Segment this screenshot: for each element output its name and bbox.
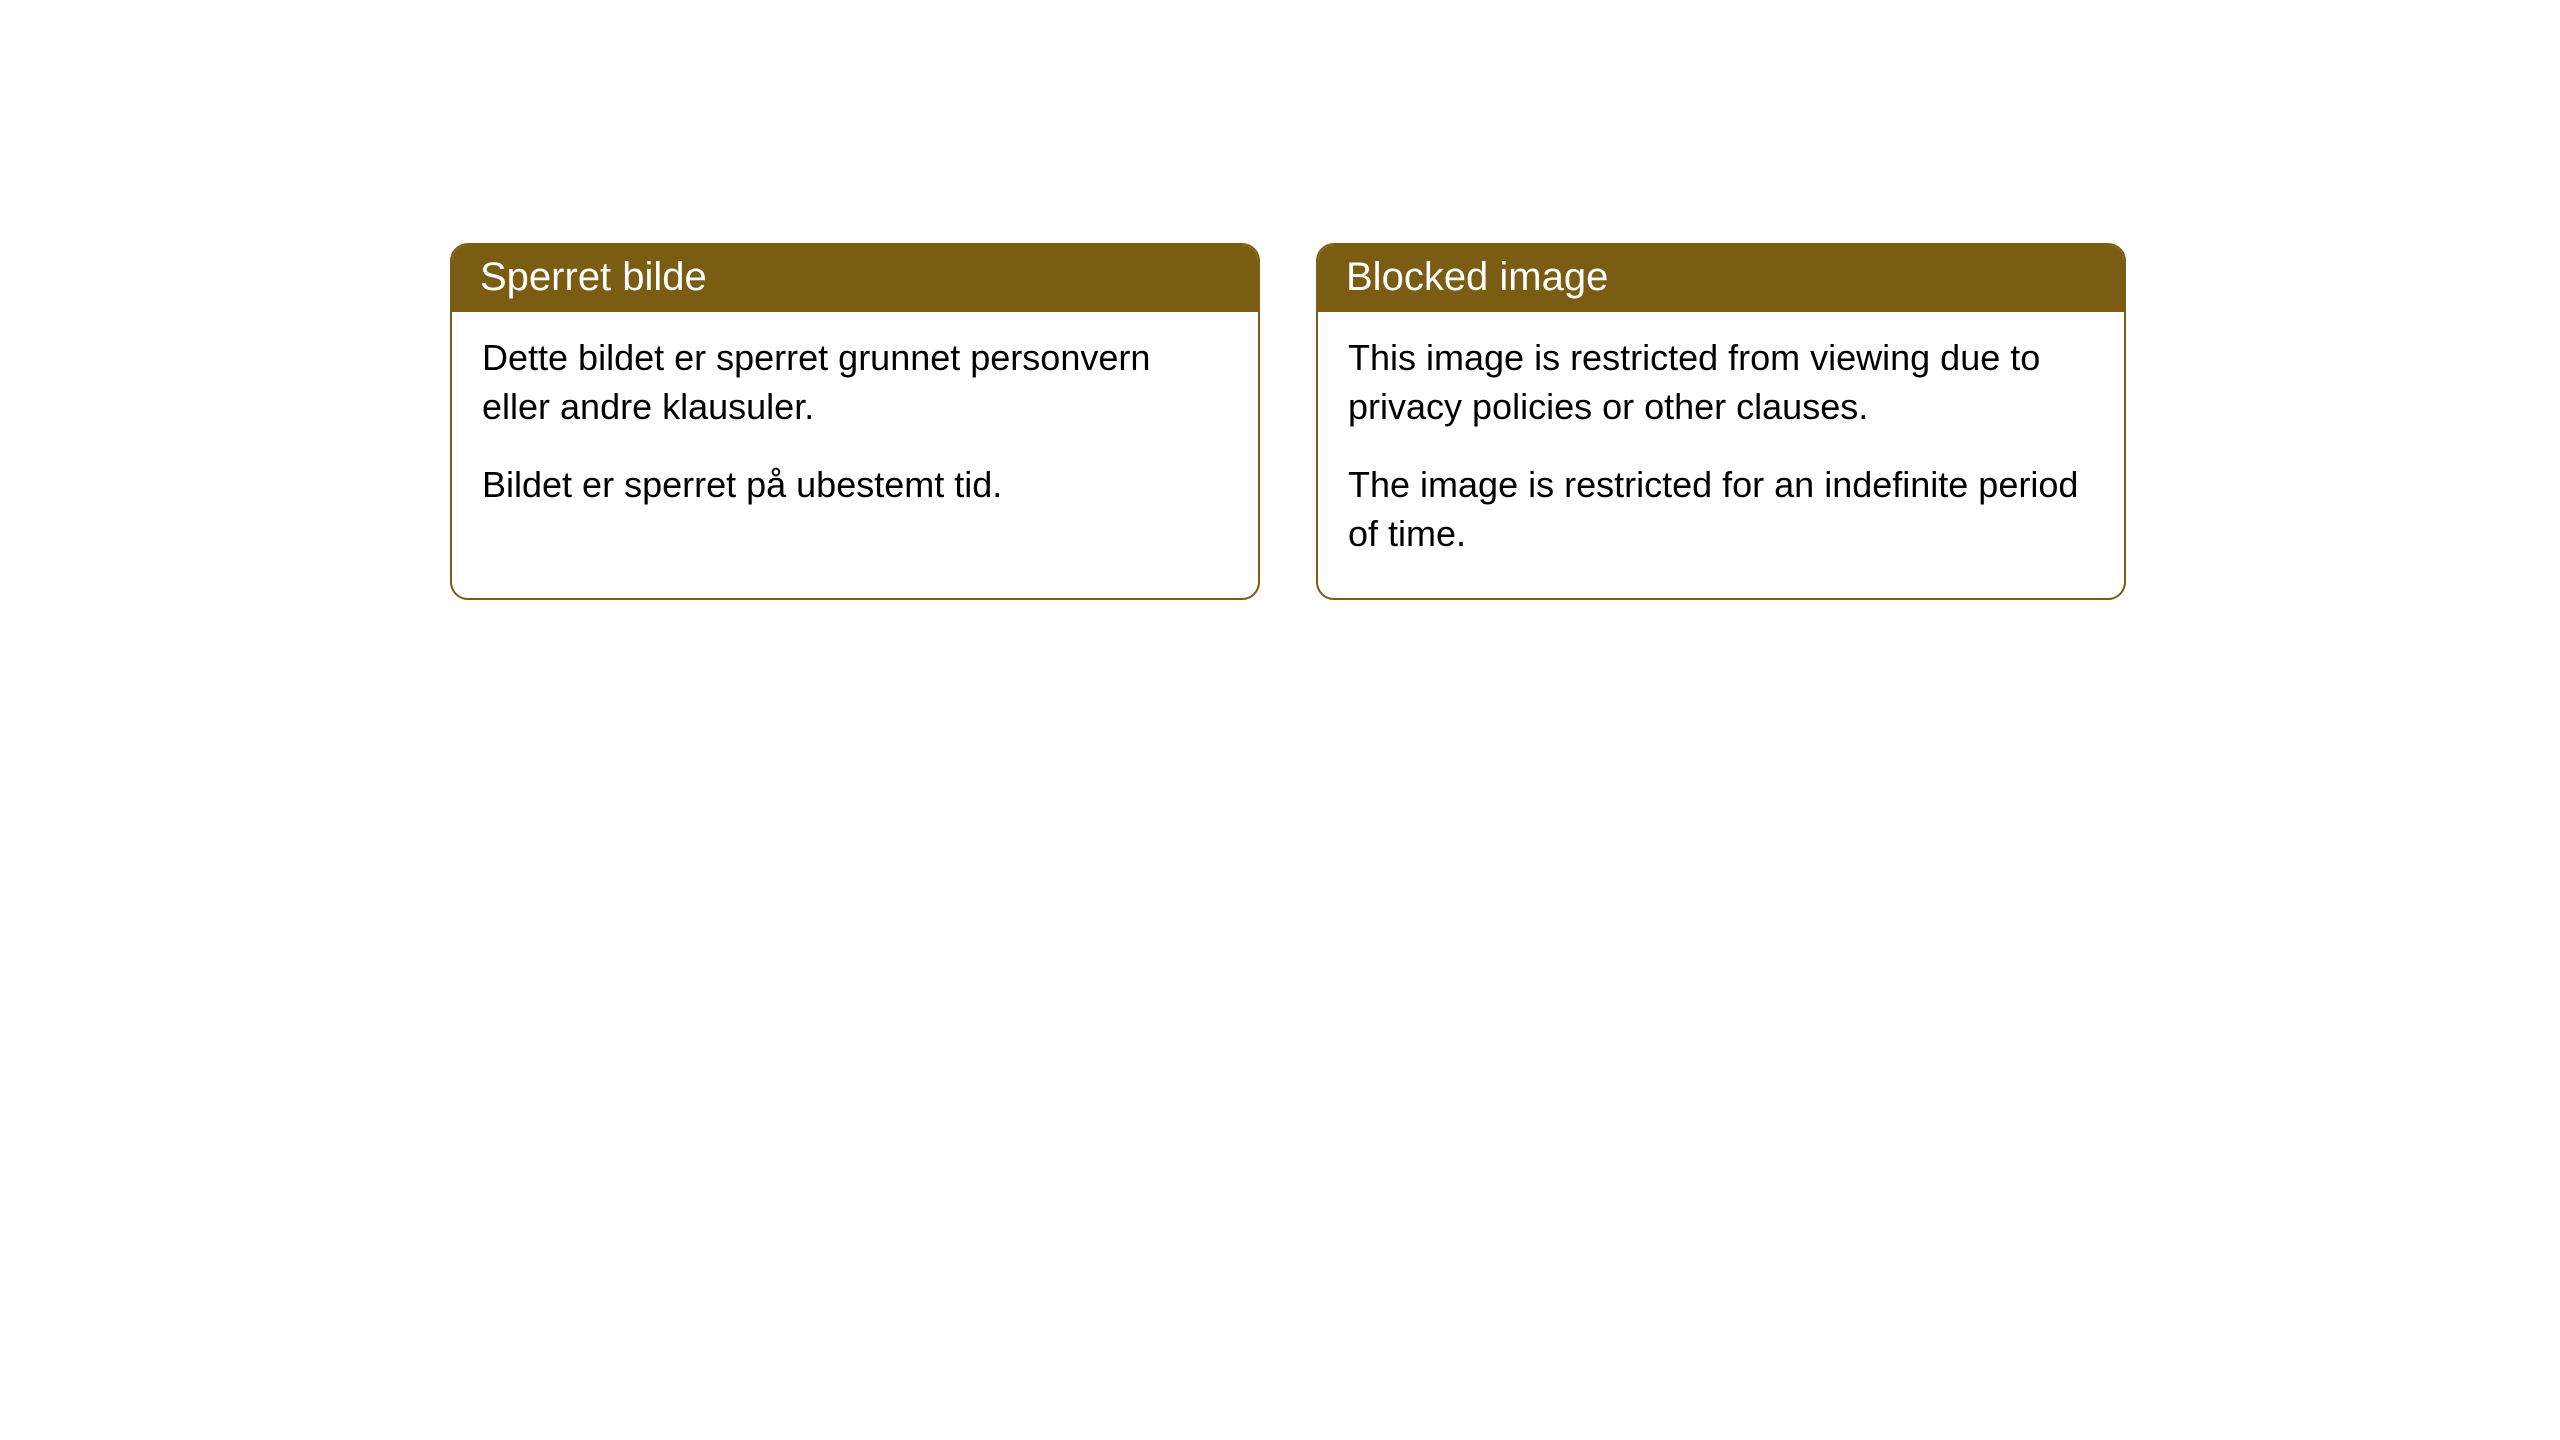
card-body-english: This image is restricted from viewing du… — [1318, 312, 2124, 598]
card-header-norwegian: Sperret bilde — [452, 245, 1258, 312]
card-paragraph: Bildet er sperret på ubestemt tid. — [482, 461, 1228, 510]
notice-card-english: Blocked image This image is restricted f… — [1316, 243, 2126, 600]
card-body-norwegian: Dette bildet er sperret grunnet personve… — [452, 312, 1258, 550]
card-paragraph: The image is restricted for an indefinit… — [1348, 461, 2094, 558]
card-paragraph: This image is restricted from viewing du… — [1348, 334, 2094, 431]
notice-card-norwegian: Sperret bilde Dette bildet er sperret gr… — [450, 243, 1260, 600]
card-header-english: Blocked image — [1318, 245, 2124, 312]
notice-cards-container: Sperret bilde Dette bildet er sperret gr… — [450, 243, 2126, 600]
card-paragraph: Dette bildet er sperret grunnet personve… — [482, 334, 1228, 431]
